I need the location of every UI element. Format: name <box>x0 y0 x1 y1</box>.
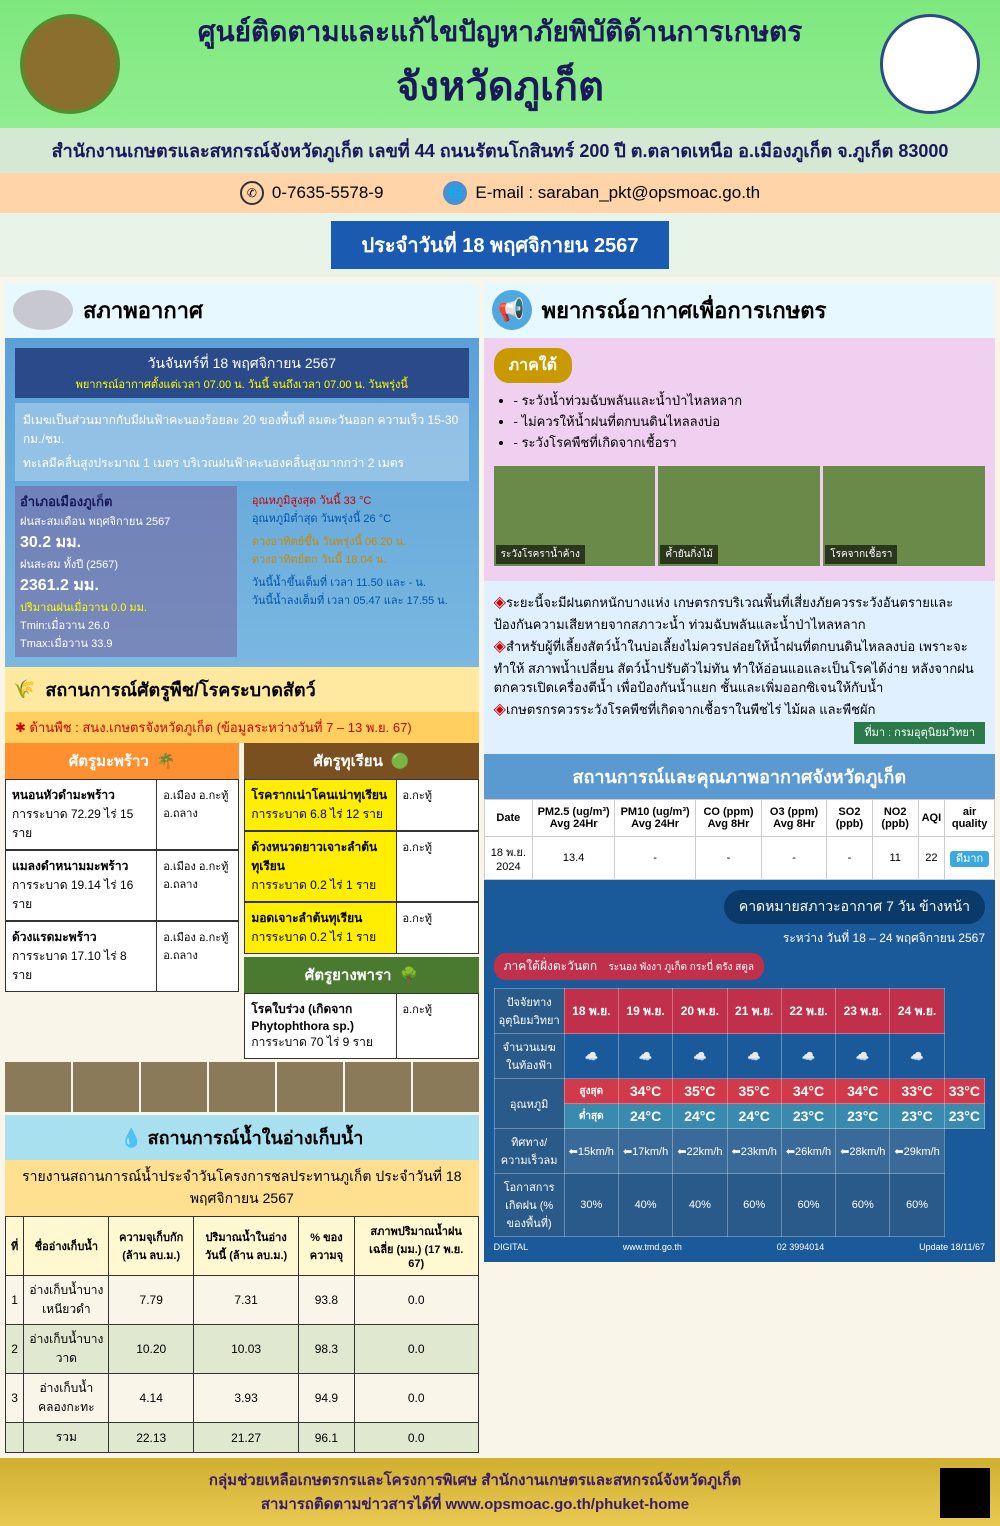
south-photo: ค้ำยันกิ่งไม้ <box>658 466 820 566</box>
south-title: ภาคใต้ <box>494 348 572 383</box>
forecast7-date-range: ระหว่าง วันที่ 18 – 24 พฤศจิกายน 2567 <box>494 929 985 948</box>
forecast7-table: ปัจจัยทางอุตุนิยมวิทยา18 พ.ย.19 พ.ย.20 พ… <box>494 988 985 1237</box>
header-text: ศูนย์ติดตามและแก้ไขปัญหาภัยพิบัติด้านการ… <box>140 10 860 118</box>
coconut-title: ศัตรูมะพร้าว🌴 <box>5 743 239 779</box>
pest-photo <box>209 1062 275 1112</box>
email-address: E-mail : saraban_pkt@opsmoac.go.th <box>475 183 760 203</box>
pest-row: ด้วงหนวดยาวเจาะลำต้นทุเรียนการระบาด 0.2 … <box>244 831 478 902</box>
header-subtitle: จังหวัดภูเก็ต <box>140 54 860 118</box>
pest-source: ✱ ด้านพืช : สนง.เกษตรจังหวัดภูเก็ต (ข้อม… <box>5 712 479 743</box>
pest-photo <box>413 1062 479 1112</box>
pest-tables: ศัตรูมะพร้าว🌴 หนอนหัวดำมะพร้าวการระบาด 7… <box>5 743 479 1059</box>
ag-forecast-title: พยากรณ์อากาศเพื่อการเกษตร <box>542 293 827 328</box>
forecast7-title: คาดหมายสภาวะอากาศ 7 วัน ข้างหน้า <box>724 890 985 924</box>
water-row: 3อ่างเก็บน้ำคลองกะทะ4.143.9394.90.0 <box>6 1374 479 1423</box>
rubber-title: ศัตรูยางพารา🌳 <box>244 957 478 993</box>
footer-line1: กลุ่มช่วยเหลือเกษตรกรและโครงการพิเศษ สำน… <box>10 1468 990 1492</box>
weather-header: สภาพอากาศ <box>5 282 479 338</box>
pest-photos <box>5 1059 479 1115</box>
footer: กลุ่มช่วยเหลือเกษตรกรและโครงการพิเศษ สำน… <box>0 1458 1000 1526</box>
pest-photo <box>277 1062 343 1112</box>
pest-row: หนอนหัวดำมะพร้าวการระบาด 72.29 ไร่ 15 รา… <box>5 779 239 850</box>
weather-panel: วันจันทร์ที่ 18 พฤศจิกายน 2567 พยากรณ์อา… <box>5 338 479 667</box>
south-photos: ระวังโรคราน้ำค้าง ค้ำยันกิ่งไม้ โรคจากเช… <box>494 461 985 571</box>
pest-photo <box>345 1062 411 1112</box>
aqi-table: DatePM2.5 (ug/m³) Avg 24HrPM10 (ug/m³) A… <box>484 799 995 880</box>
water-row: 2อ่างเก็บน้ำบางวาด10.2010.0398.30.0 <box>6 1325 479 1374</box>
date-banner: ประจำวันที่ 18 พฤศจิกายน 2567 <box>331 221 668 269</box>
wheat-icon: 🌾 <box>13 679 35 700</box>
footer-line2: สามารถติดตามข่าวสารได้ที่ www.opsmoac.go… <box>10 1492 990 1516</box>
coconut-col: ศัตรูมะพร้าว🌴 หนอนหัวดำมะพร้าวการระบาด 7… <box>5 743 239 1059</box>
water-subtitle: รายงานสถานการณ์น้ำประจำวันโครงการชลประทา… <box>5 1160 479 1216</box>
temp-box: อุณหภูมิสูงสุด วันนี้ 33 °C อุณหภูมิต่ำส… <box>247 486 469 657</box>
water-row: รวม22.1321.2796.10.0 <box>6 1423 479 1453</box>
header-title: ศูนย์ติดตามและแก้ไขปัญหาภัยพิบัติด้านการ… <box>140 10 860 54</box>
durian-col: ศัตรูทุเรียน🟢 โรครากเน่าโคนเน่าทุเรียนกา… <box>244 743 478 1059</box>
pest-title: สถานการณ์ศัตรูพืช/โรคระบาดสัตว์ <box>45 675 315 704</box>
water-row: 1อ่างเก็บน้ำบางเหนียวดำ7.797.3193.80.0 <box>6 1276 479 1325</box>
right-column: 📢 พยากรณ์อากาศเพื่อการเกษตร ภาคใต้ - ระว… <box>484 282 995 1453</box>
phone-number: 0-7635-5578-9 <box>272 183 384 203</box>
address-line: สำนักงานเกษตรและสหกรณ์จังหวัดภูเก็ต เลขท… <box>0 128 1000 173</box>
logo-left <box>20 14 120 114</box>
phone-icon: ✆ <box>240 181 264 205</box>
bulletin: ◈ระยะนี้จะมีฝนตกหนักบางแห่ง เกษตรกรบริเว… <box>484 581 995 754</box>
forecast7-region: ภาคใต้ฝั่งตะวันตก <box>504 959 597 973</box>
main-content: สภาพอากาศ วันจันทร์ที่ 18 พฤศจิกายน 2567… <box>0 277 1000 1458</box>
pest-photo <box>141 1062 207 1112</box>
pest-photo <box>73 1062 139 1112</box>
pest-photo <box>5 1062 71 1112</box>
south-warnings: - ระวังน้ำท่วมฉับพลันและน้ำป่าไหลหลาก- ไ… <box>494 383 985 461</box>
weather-forecast-text: มีเมฆเป็นส่วนมากกับมีฝนฟ้าคะนองร้อยละ 20… <box>15 403 469 481</box>
pest-header: 🌾 สถานการณ์ศัตรูพืช/โรคระบาดสัตว์ <box>5 667 479 712</box>
date-wrapper: ประจำวันที่ 18 พฤศจิกายน 2567 <box>0 213 1000 277</box>
pest-row: ด้วงแรดมะพร้าวการระบาด 17.10 ไร่ 8 ราย อ… <box>5 921 239 992</box>
pest-row: โรครากเน่าโคนเน่าทุเรียนการระบาด 6.8 ไร่… <box>244 779 478 831</box>
durian-title: ศัตรูทุเรียน🟢 <box>244 743 478 779</box>
south-photo: โรคจากเชื้อรา <box>823 466 985 566</box>
weather-title: สภาพอากาศ <box>83 293 203 328</box>
pest-row: แมลงดำหนามมะพร้าวการระบาด 19.14 ไร่ 16 ร… <box>5 850 239 921</box>
water-header: 💧 สถานการณ์น้ำในอ่างเก็บน้ำ <box>5 1115 479 1160</box>
ag-forecast-header: 📢 พยากรณ์อากาศเพื่อการเกษตร <box>484 282 995 338</box>
pest-row: มอดเจาะลำต้นทุเรียนการระบาด 0.2 ไร่ 1 รา… <box>244 902 478 954</box>
weather-date: วันจันทร์ที่ 18 พฤศจิกายน 2567 พยากรณ์อา… <box>15 348 469 398</box>
header-banner: ศูนย์ติดตามและแก้ไขปัญหาภัยพิบัติด้านการ… <box>0 0 1000 128</box>
district-box: อำเภอเมืองภูเก็ต ฝนสะสมเดือน พฤศจิกายน 2… <box>15 486 237 657</box>
globe-icon: 🌐 <box>443 181 467 205</box>
south-photo: ระวังโรคราน้ำค้าง <box>494 466 656 566</box>
south-region-panel: ภาคใต้ - ระวังน้ำท่วมฉับพลันและน้ำป่าไหล… <box>484 338 995 581</box>
forecast7-panel: คาดหมายสภาวะอากาศ 7 วัน ข้างหน้า ระหว่าง… <box>484 880 995 1262</box>
left-column: สภาพอากาศ วันจันทร์ที่ 18 พฤศจิกายน 2567… <box>5 282 479 1453</box>
speaker-icon: 📢 <box>492 290 532 330</box>
qr-code <box>940 1468 990 1518</box>
weather-data-row: อำเภอเมืองภูเก็ต ฝนสะสมเดือน พฤศจิกายน 2… <box>15 486 469 657</box>
email-item: 🌐 E-mail : saraban_pkt@opsmoac.go.th <box>443 181 760 205</box>
cloud-icon <box>13 290 73 330</box>
aqi-header: สถานการณ์และคุณภาพอากาศจังหวัดภูเก็ต <box>484 754 995 799</box>
logo-right <box>880 14 980 114</box>
pest-row: โรคใบร่วง (เกิดจาก Phytophthora sp.)การร… <box>244 993 478 1059</box>
contact-bar: ✆ 0-7635-5578-9 🌐 E-mail : saraban_pkt@o… <box>0 173 1000 213</box>
water-table: ที่ชื่ออ่างเก็บน้ำความจุเก็บกัก (ล้าน ลบ… <box>5 1216 479 1453</box>
phone-item: ✆ 0-7635-5578-9 <box>240 181 384 205</box>
